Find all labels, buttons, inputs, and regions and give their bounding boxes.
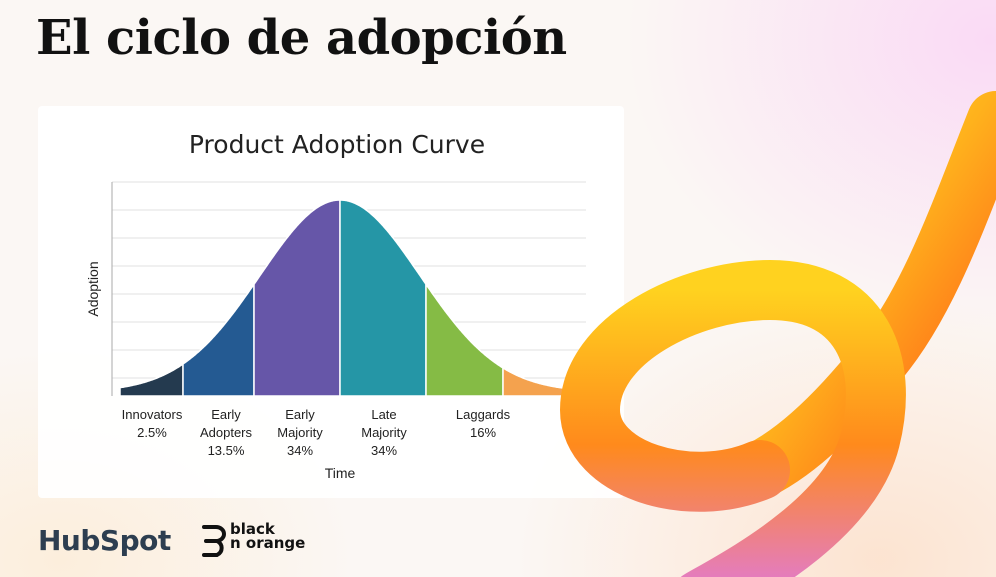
label-late-majority: 34% [371,443,397,458]
label-late-majority: Late [371,407,396,422]
label-laggards: Laggards [456,407,511,422]
black-n-orange-logo-icon [202,525,226,557]
hubspot-logo: HubSpot [38,524,171,557]
curve-segments [119,199,577,397]
label-early-majority: Early [285,407,315,422]
segment-labels: Innovators 2.5% Early Adopters 13.5% Early Maj… [122,407,511,458]
adoption-curve-chart: Product Adoption Curve Adoption Innovato… [85,130,586,481]
label-late-majority: Majority [361,425,407,440]
chart-title: Product Adoption Curve [189,130,485,159]
label-early-adopters: Early [211,407,241,422]
label-early-majority: 34% [287,443,313,458]
label-early-adopters: Adopters [200,425,253,440]
chart-card: Product Adoption Curve Adoption Innovato… [38,106,624,498]
label-early-majority: Majority [277,425,323,440]
page-title: El ciclo de adopción [36,10,567,66]
label-early-adopters: 13.5% [208,443,245,458]
segment-early-majority [253,199,341,397]
label-laggards: 16% [470,425,496,440]
segment-laggards [425,281,504,397]
label-innovators: 2.5% [137,425,167,440]
x-axis-label: Time [325,465,356,481]
segment-late-majority [339,199,427,397]
segment-early-adopters [182,281,255,397]
ribbon-loop [559,259,906,577]
black-n-orange-logo: black n orange [230,520,306,552]
segment-innovators [119,362,184,397]
label-innovators: Innovators [122,407,183,422]
y-axis-label: Adoption [85,261,101,316]
